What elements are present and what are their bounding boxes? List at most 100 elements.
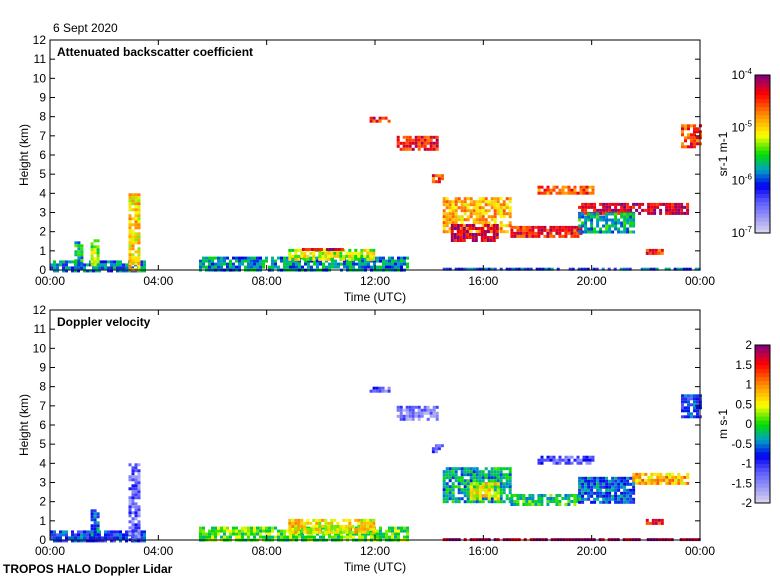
pixel-cell <box>119 260 122 264</box>
pixel-cell <box>525 503 529 506</box>
x-tick-label: 00:00 <box>685 544 715 558</box>
pixel-cell <box>244 256 247 260</box>
pixel-cell <box>564 231 568 235</box>
pixel-cell <box>56 536 59 540</box>
pixel-cell <box>68 266 71 270</box>
pixel-cell <box>462 236 466 239</box>
pixel-cell <box>484 485 488 489</box>
pixel-cell <box>432 135 436 139</box>
pixel-cell <box>50 536 53 540</box>
pixel-cell <box>659 475 663 479</box>
pixel-cell <box>253 256 256 260</box>
pixel-cell <box>602 205 606 209</box>
colorbar-segment <box>755 499 770 504</box>
pixel-cell <box>431 180 435 184</box>
pixel-cell <box>453 236 457 239</box>
pixel-cell <box>331 262 334 266</box>
pixel-cell <box>432 414 436 418</box>
data-feature <box>450 224 499 242</box>
pixel-cell <box>128 487 132 491</box>
pixel-cell <box>481 224 485 228</box>
pixel-cell <box>499 491 503 495</box>
pixel-cell <box>496 470 500 474</box>
pixel-cell <box>288 251 292 255</box>
pixel-cell <box>591 455 595 459</box>
pixel-cell <box>478 491 482 495</box>
pixel-cell <box>585 458 589 462</box>
pixel-cell <box>342 257 346 261</box>
pixel-cell <box>202 262 205 266</box>
pixel-cell <box>602 218 606 222</box>
pixel-cell <box>134 463 138 467</box>
pixel-cell <box>125 539 128 543</box>
pixel-cell <box>469 209 473 213</box>
data-feature <box>74 241 84 266</box>
pixel-cell <box>80 253 84 257</box>
pixel-cell <box>119 263 122 267</box>
pixel-cell <box>525 228 529 232</box>
pixel-cell <box>306 527 310 531</box>
pixel-cell <box>113 536 116 540</box>
pixel-cell <box>451 467 455 471</box>
pixel-cell <box>93 512 97 516</box>
pixel-cell <box>626 205 630 209</box>
pixel-cell <box>460 200 464 204</box>
pixel-cell <box>93 251 97 255</box>
pixel-cell <box>487 488 491 492</box>
pixel-cell <box>363 518 367 522</box>
pixel-cell <box>93 263 97 267</box>
pixel-cell <box>292 265 295 269</box>
pixel-cell <box>238 262 241 266</box>
pixel-cell <box>134 256 138 260</box>
pixel-cell <box>140 530 143 534</box>
pixel-cell <box>478 476 482 480</box>
pixel-cell <box>205 265 208 269</box>
pixel-cell <box>291 518 295 522</box>
pixel-cell <box>137 226 141 230</box>
pixel-cell <box>370 535 373 539</box>
pixel-cell <box>316 248 320 251</box>
pixel-cell <box>552 188 556 192</box>
pixel-cell <box>238 532 241 536</box>
pixel-cell <box>90 515 94 519</box>
pixel-cell <box>354 530 358 534</box>
pixel-cell <box>448 470 452 474</box>
colorbar-frame <box>754 344 771 504</box>
pixel-cell <box>696 397 699 401</box>
pixel-cell <box>528 500 532 503</box>
pixel-cell <box>581 491 585 495</box>
pixel-cell <box>274 535 277 539</box>
pixel-cell <box>372 518 376 522</box>
pixel-cell <box>493 473 497 477</box>
pixel-cell <box>605 212 609 216</box>
pixel-cell <box>457 467 461 471</box>
pixel-cell <box>402 408 406 412</box>
pixel-cell <box>644 472 648 476</box>
pixel-cell <box>462 230 466 233</box>
pixel-cell <box>388 535 391 539</box>
pixel-cell <box>366 257 370 261</box>
pixel-cell <box>451 473 455 477</box>
pixel-cell <box>611 479 615 483</box>
pixel-cell <box>690 412 693 416</box>
pixel-cell <box>495 236 499 239</box>
pixel-cell <box>327 251 331 255</box>
pixel-cell <box>683 481 687 485</box>
pixel-cell <box>134 505 138 509</box>
pixel-cell <box>611 230 615 234</box>
pixel-cell <box>128 499 132 503</box>
pixel-cell <box>307 262 310 266</box>
pixel-cell <box>505 467 509 471</box>
data-feature <box>645 248 664 255</box>
pixel-cell <box>629 230 633 234</box>
pixel-cell <box>620 208 624 212</box>
pixel-cell <box>354 254 358 258</box>
pixel-cell <box>623 202 627 206</box>
pixel-cell <box>629 221 633 225</box>
pixel-cell <box>537 225 541 229</box>
colorbar-segment <box>755 209 770 214</box>
pixel-cell <box>442 209 446 213</box>
pixel-cell <box>128 196 132 200</box>
pixel-cell <box>448 488 452 492</box>
pixel-cell <box>581 500 585 504</box>
